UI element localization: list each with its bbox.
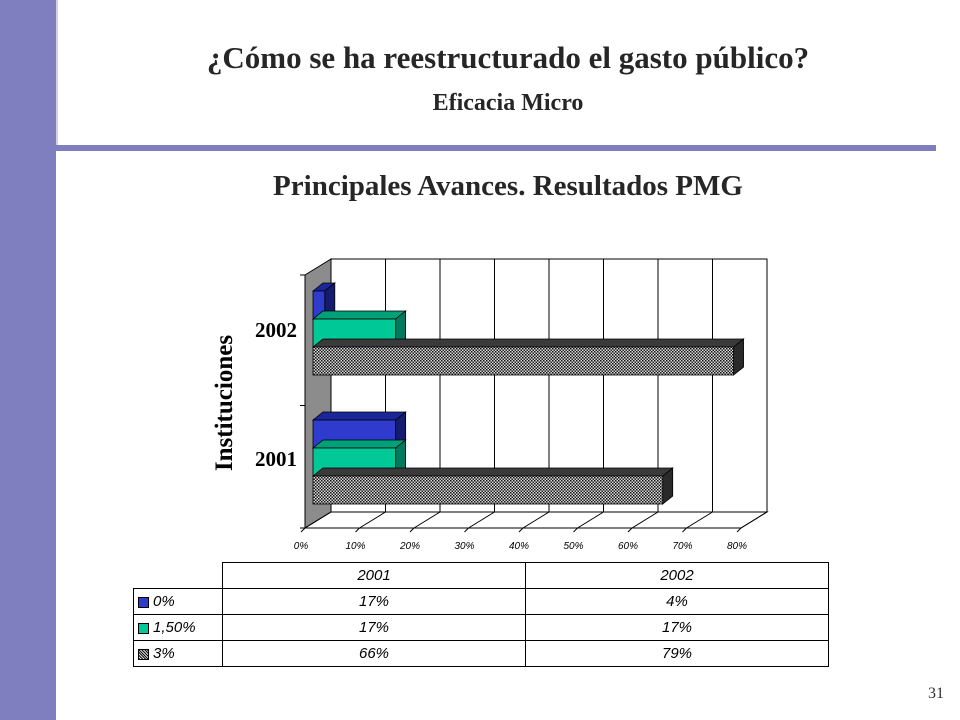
category-label: 2001 — [255, 447, 297, 471]
x-tick-label: 40% — [509, 541, 529, 552]
legend-swatch — [138, 596, 149, 608]
table-cell: 79% — [525, 640, 829, 667]
legend-entry: 0% — [133, 588, 223, 615]
chart-heading: Principales Avances. Resultados PMG — [273, 170, 743, 202]
category-label: 2002 — [255, 318, 297, 342]
bar — [312, 346, 734, 376]
legend-entry: 3% — [133, 640, 223, 667]
legend-swatch — [138, 648, 149, 660]
x-tick — [355, 527, 360, 533]
x-tick — [627, 527, 633, 533]
table-cell: 17% — [222, 588, 526, 615]
floor-gridline — [413, 511, 441, 529]
table-row: 1,50% 17% 17% — [133, 614, 829, 641]
table-row: 3% 66% 79% — [133, 640, 829, 667]
floor-gridline — [577, 511, 604, 529]
table-corner-cell — [133, 562, 223, 589]
data-table: 2001 2002 0% 17% 4% 1,50% 17% 17% 3% 66% 79% — [133, 562, 829, 667]
x-tick — [409, 527, 415, 533]
x-tick — [573, 527, 578, 533]
floor-gridline — [468, 511, 495, 529]
floor-gridline — [359, 511, 386, 529]
title-rule — [32, 145, 936, 151]
bar-top — [311, 411, 407, 421]
top-accent-line — [56, 0, 58, 145]
table-header-row: 2001 2002 — [133, 562, 829, 589]
x-tick-label: 70% — [672, 541, 692, 552]
floor-gridline — [686, 511, 713, 529]
floor-gridline — [522, 511, 550, 529]
x-tick-label: 30% — [454, 541, 474, 552]
table-row: 0% 17% 4% — [133, 588, 829, 615]
left-decor-band — [0, 0, 56, 720]
legend-label: 1,50% — [153, 619, 196, 636]
table-column-header: 2001 — [222, 562, 526, 589]
x-tick-label: 10% — [345, 541, 365, 552]
x-tick-label: 0% — [294, 541, 309, 552]
x-tick — [300, 527, 306, 533]
legend-entry: 1,50% — [133, 614, 223, 641]
table-cell: 4% — [525, 588, 829, 615]
floor-gridline — [304, 511, 332, 529]
x-tick — [464, 527, 469, 533]
x-tick — [518, 527, 524, 533]
slide-title: ¿Cómo se ha reestructurado el gasto públ… — [206, 40, 810, 75]
legend-label: 0% — [153, 593, 175, 610]
bar-top — [311, 310, 407, 320]
floor-gridline — [740, 511, 768, 529]
table-cell: 17% — [525, 614, 829, 641]
bar-top — [311, 338, 745, 348]
x-tick-label: 50% — [563, 541, 583, 552]
x-tick-label: 20% — [399, 541, 420, 552]
page-number: 31 — [928, 685, 944, 702]
floor-gridline — [631, 511, 659, 529]
table-cell: 17% — [222, 614, 526, 641]
table-column-header: 2002 — [525, 562, 829, 589]
x-tick-label: 80% — [727, 541, 747, 552]
bar-top — [311, 439, 407, 449]
bar — [312, 475, 664, 505]
x-tick — [682, 527, 687, 533]
x-tick — [736, 527, 742, 533]
y-axis-label: Instituciones — [211, 335, 238, 471]
legend-swatch — [138, 622, 149, 634]
bar-top — [311, 467, 674, 477]
table-cell: 66% — [222, 640, 526, 667]
legend-label: 3% — [153, 645, 175, 662]
slide-subtitle: Eficacia Micro — [432, 90, 584, 116]
x-tick-label: 60% — [618, 541, 638, 552]
